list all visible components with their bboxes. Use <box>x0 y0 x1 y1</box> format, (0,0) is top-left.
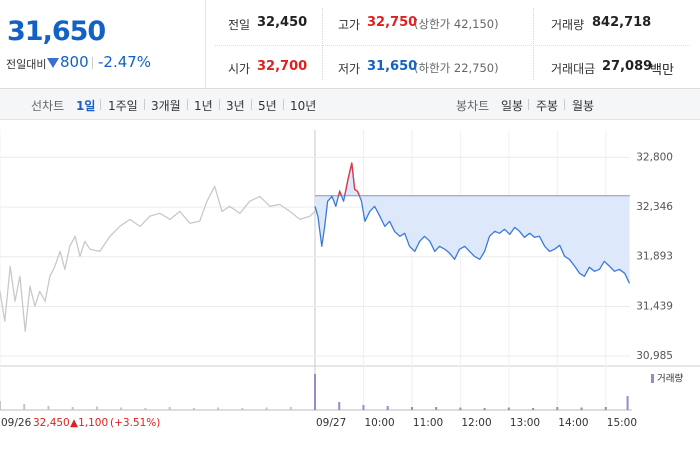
volume-bar <box>23 404 26 410</box>
divider <box>92 57 93 69</box>
summary-label: 저가 <box>338 62 361 76</box>
volume-bar <box>362 405 365 410</box>
candle-tab[interactable]: 주봉 <box>536 99 559 113</box>
x-tick-label: 15:00 <box>607 417 637 429</box>
tab-group-label: 봉차트 <box>456 99 490 113</box>
y-tick-label: 32,800 <box>636 151 673 163</box>
divider <box>205 0 206 88</box>
volume-bar <box>483 408 486 410</box>
tab-bar <box>0 89 700 120</box>
volume-bar <box>289 407 292 410</box>
info-price: 32,450 <box>33 417 70 429</box>
change-value: 800 <box>60 53 89 71</box>
price-line-up <box>331 162 361 196</box>
volume-bar <box>386 406 389 410</box>
summary-panel <box>0 0 700 89</box>
summary-label: 전일 <box>228 18 251 32</box>
volume-bar <box>314 374 316 410</box>
volume-bar <box>217 407 220 410</box>
divider <box>533 8 535 80</box>
summary-value: 842,718 <box>592 15 652 30</box>
summary-value: 32,750 <box>367 15 418 30</box>
period-tab[interactable]: 1일 <box>76 99 96 113</box>
summary-label: 거래대금 <box>551 62 596 76</box>
summary-label: 거래량 <box>551 18 585 32</box>
summary-value: 31,650 <box>367 59 418 74</box>
volume-bar <box>0 401 1 410</box>
tab-group-label: 선차트 <box>31 99 65 113</box>
info-change: ▲1,100 <box>70 417 108 429</box>
y-tick-label: 30,985 <box>636 350 673 362</box>
volume-bar <box>95 406 98 410</box>
divider <box>322 8 324 80</box>
volume-bar <box>47 406 50 410</box>
x-tick-label: 12:00 <box>461 417 491 429</box>
change-rate: -2.47% <box>98 53 152 71</box>
x-tick-label: 10:00 <box>364 417 394 429</box>
candle-tab[interactable]: 월봉 <box>572 99 595 113</box>
legend-swatch <box>651 374 654 383</box>
summary-unit: 백만 <box>650 63 674 78</box>
period-tab[interactable]: 10년 <box>290 99 317 113</box>
x-tick-label: 14:00 <box>558 417 588 429</box>
current-price: 31,650 <box>7 16 106 47</box>
summary-value: 32,700 <box>257 59 308 74</box>
volume-bar <box>580 407 583 410</box>
y-tick-label: 31,439 <box>636 300 673 312</box>
volume-bar <box>532 408 535 410</box>
divider <box>215 45 690 46</box>
volume-bar <box>120 407 123 410</box>
volume-bar <box>435 407 438 410</box>
volume-bar <box>144 408 147 410</box>
volume-bar <box>338 402 341 410</box>
period-tab[interactable]: 3개월 <box>151 99 181 113</box>
volume-bar <box>71 407 74 410</box>
volume-bar <box>459 407 462 410</box>
period-tab[interactable]: 5년 <box>258 99 277 113</box>
volume-bar <box>626 396 629 410</box>
volume-bar <box>168 407 171 410</box>
summary-label: 고가 <box>338 18 361 32</box>
summary-value: 32,450 <box>257 15 308 30</box>
candle-tab[interactable]: 일봉 <box>501 99 524 113</box>
info-rate: (+3.51%) <box>110 417 160 429</box>
price-line <box>0 185 316 332</box>
period-tab[interactable]: 3년 <box>226 99 245 113</box>
volume-bar <box>507 407 510 410</box>
volume-bar <box>604 407 607 410</box>
summary-label: 시가 <box>228 62 251 76</box>
x-tick-label: 13:00 <box>510 417 540 429</box>
period-tab[interactable]: 1년 <box>194 99 213 113</box>
y-tick-label: 31,893 <box>636 251 673 263</box>
down-arrow-icon <box>47 58 59 68</box>
period-tab[interactable]: 1주일 <box>108 99 138 113</box>
x-tick-label: 09/27 <box>316 417 346 429</box>
x-tick-label: 11:00 <box>413 417 443 429</box>
area <box>315 162 630 284</box>
y-tick-label: 32,346 <box>636 201 673 213</box>
volume-bar <box>556 407 559 410</box>
x-tick-label: 09/26 <box>1 417 32 429</box>
volume-bar <box>241 408 244 410</box>
volume-bar <box>192 408 195 410</box>
change-label: 전일대비 <box>6 58 47 71</box>
summary-value: 27,089 <box>602 59 653 74</box>
summary-note: (상한가 42,150) <box>414 17 499 31</box>
volume-bar <box>265 407 268 410</box>
summary-note: (하한가 22,750) <box>414 61 499 75</box>
legend-label: 거래량 <box>657 373 683 385</box>
volume-bar <box>410 407 413 410</box>
